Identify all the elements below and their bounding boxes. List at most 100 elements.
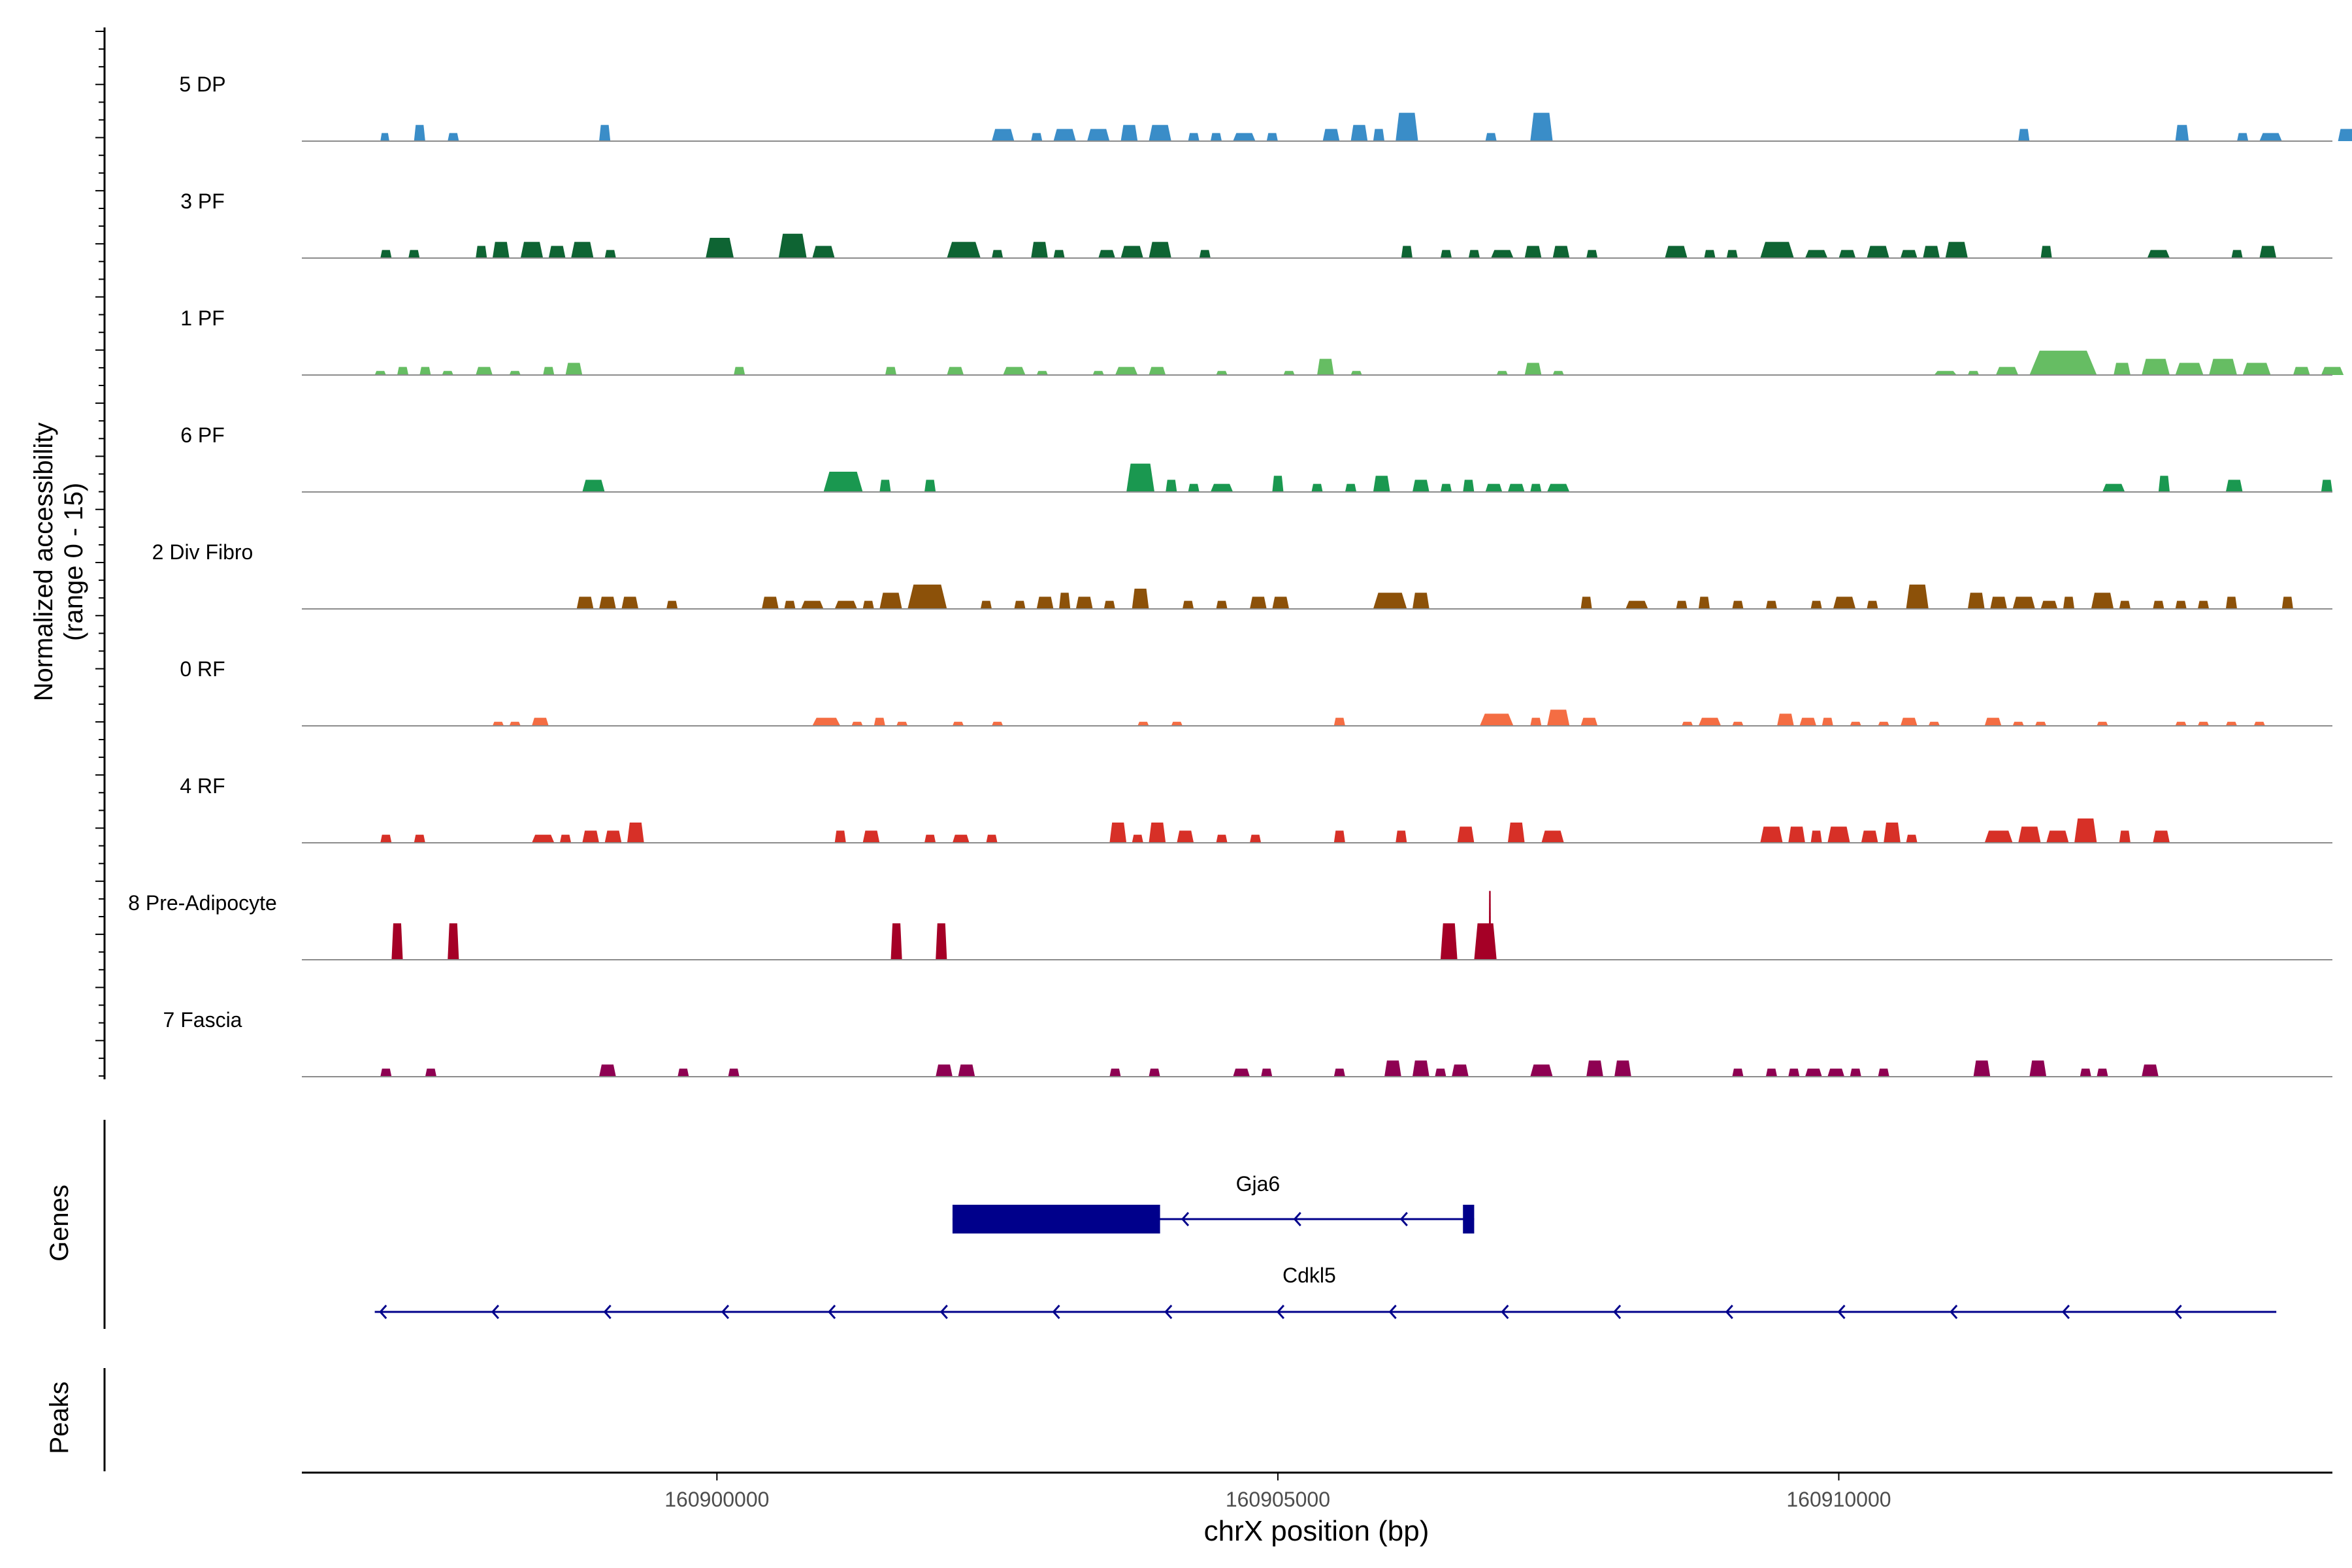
strand-arrow xyxy=(2061,1304,2070,1320)
coverage-peak xyxy=(425,1068,437,1077)
strand-arrow xyxy=(1501,1304,1509,1320)
coverage-peak xyxy=(2018,129,2030,141)
strand-arrow xyxy=(379,1304,387,1320)
coverage-peak xyxy=(1412,480,1429,492)
coverage-peak xyxy=(1137,721,1149,726)
coverage-peak xyxy=(947,242,981,258)
coverage-peak xyxy=(2281,596,2293,609)
coverage-peak xyxy=(414,834,425,843)
coverage-peak xyxy=(1586,250,1598,258)
coverage-peak xyxy=(2012,721,2024,726)
gene-exon xyxy=(1463,1205,1475,1233)
coverage-peak xyxy=(890,923,902,960)
coverage-peak xyxy=(543,367,555,375)
strand-arrow xyxy=(1837,1304,1846,1320)
coverage-peak xyxy=(1350,370,1362,375)
coverage-peak xyxy=(1488,890,1492,960)
coverage-peak xyxy=(1249,596,1267,609)
coverage-peak xyxy=(509,370,521,375)
coverage-peak xyxy=(1485,483,1503,492)
coverage-peak xyxy=(874,717,885,726)
coverage-peak xyxy=(1928,721,1940,726)
track-8-pre-adipocyte: 8 Pre-Adipocyte xyxy=(128,890,2332,960)
coverage-peak xyxy=(492,242,510,258)
strand-arrow xyxy=(1613,1304,1622,1320)
gene-gja6: Gja6 xyxy=(952,1172,1475,1233)
coverage-peak xyxy=(380,1068,392,1077)
coverage-peak xyxy=(1003,367,1026,375)
coverage-peak xyxy=(1732,600,1744,609)
coverage-peak xyxy=(1884,823,1901,843)
track-4-rf: 4 RF xyxy=(180,774,2332,843)
coverage-peak xyxy=(1031,133,1043,141)
strand-arrow xyxy=(721,1304,730,1320)
coverage-peak xyxy=(2321,480,2332,492)
coverage-peak xyxy=(2225,480,2243,492)
coverage-peak xyxy=(2225,721,2238,726)
coverage-peak xyxy=(2119,830,2131,843)
coverage-peak xyxy=(476,246,487,258)
coverage-peak xyxy=(2197,600,2210,609)
coverage-peak xyxy=(1149,367,1166,375)
coverage-peak xyxy=(576,596,594,609)
coverage-peak xyxy=(1149,125,1171,141)
coverage-peak xyxy=(992,129,1015,141)
coverage-peak xyxy=(1507,823,1525,843)
gene-cdkl5: Cdkl5 xyxy=(374,1264,2277,1320)
coverage-peak xyxy=(1900,250,1918,258)
coverage-peak xyxy=(2225,596,2238,609)
coverage-peak xyxy=(2040,246,2052,258)
coverage-peak xyxy=(1373,476,1390,492)
coverage-peak xyxy=(1698,596,1710,609)
coverage-peak xyxy=(2074,818,2097,843)
coverage-peak xyxy=(532,717,549,726)
coverage-peak xyxy=(1396,830,1407,843)
coverage-peak xyxy=(1272,476,1284,492)
coverage-peak xyxy=(1132,834,1143,843)
coverage-peak xyxy=(627,823,644,843)
track-6-pf: 6 PF xyxy=(180,423,2332,493)
coverage-peak xyxy=(1440,250,1452,258)
coverage-peak xyxy=(862,830,880,843)
coverage-peak xyxy=(1934,370,1957,375)
coverage-peak xyxy=(1552,246,1570,258)
track-7-fascia: 7 Fascia xyxy=(163,1008,2332,1077)
coverage-peak xyxy=(1199,250,1211,258)
coverage-peak xyxy=(1485,133,1497,141)
coverage-peak xyxy=(1075,596,1093,609)
strand-arrow xyxy=(1399,1211,1408,1227)
coverage-peak xyxy=(1496,370,1508,375)
coverage-peak xyxy=(1726,250,1738,258)
coverage-peak xyxy=(2253,721,2265,726)
coverage-peak xyxy=(678,1068,689,1077)
track-label: 3 PF xyxy=(180,189,225,213)
coverage-peak xyxy=(952,721,964,726)
coverage-peak xyxy=(1867,600,1878,609)
coverage-peak xyxy=(509,721,521,726)
coverage-peak xyxy=(1440,483,1452,492)
coverage-peak xyxy=(1586,1060,1603,1077)
coverage-peak xyxy=(1682,721,1693,726)
coverage-peak xyxy=(1468,250,1480,258)
coverage-peak xyxy=(2175,363,2204,375)
coverage-peak xyxy=(2029,350,2097,375)
coverage-peak xyxy=(1530,483,1542,492)
coverage-peak xyxy=(448,923,459,960)
coverage-peak xyxy=(621,596,639,609)
coverage-peak xyxy=(1210,483,1233,492)
coverage-peak xyxy=(2175,721,2187,726)
coverage-peak xyxy=(1923,246,1940,258)
coverage-peak xyxy=(559,834,572,843)
track-0-rf: 0 RF xyxy=(180,657,2332,727)
coverage-peak xyxy=(2029,1060,2047,1077)
coverage-peak xyxy=(1435,1068,1446,1077)
coverage-peak xyxy=(1530,717,1542,726)
coverage-peak xyxy=(2338,129,2352,141)
coverage-peak xyxy=(1396,112,1418,141)
coverage-peak xyxy=(851,721,863,726)
coverage-peak xyxy=(1765,600,1778,609)
coverage-peak xyxy=(1166,480,1177,492)
coverage-peak xyxy=(2197,721,2210,726)
coverage-peak xyxy=(924,834,936,843)
strand-arrow xyxy=(1181,1211,1190,1227)
